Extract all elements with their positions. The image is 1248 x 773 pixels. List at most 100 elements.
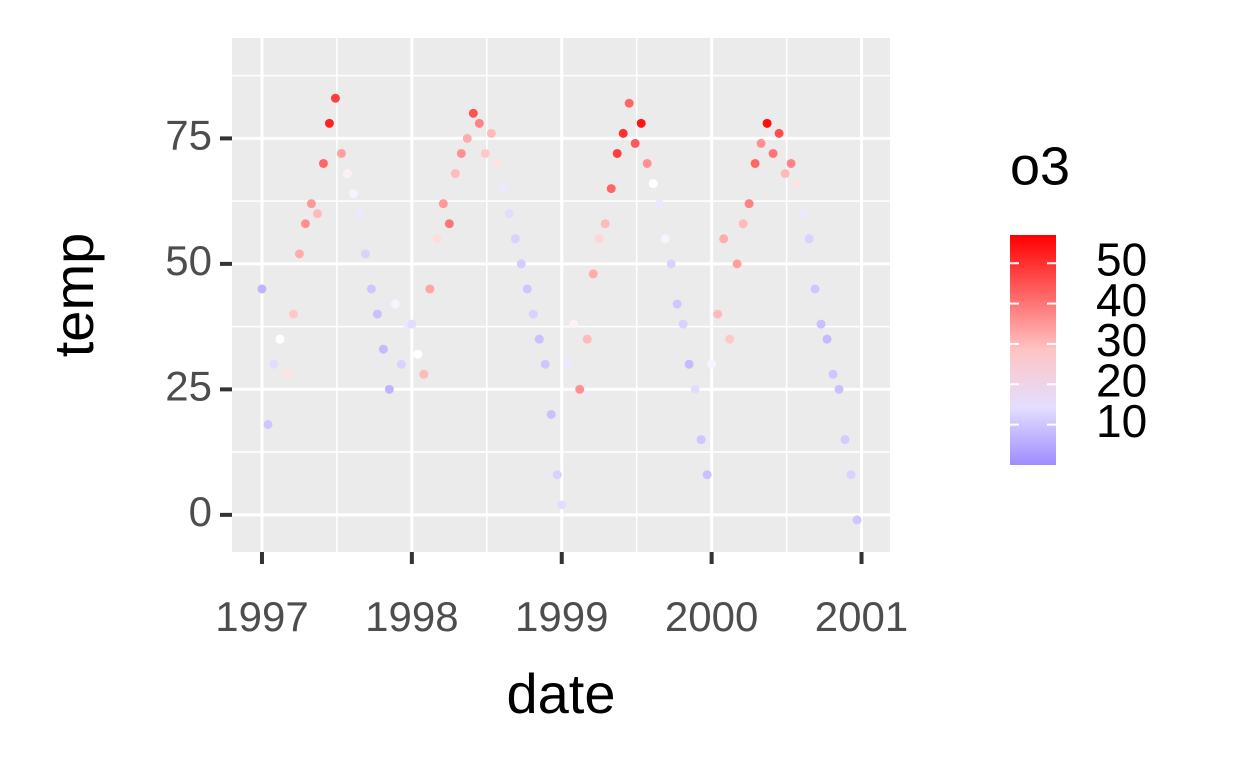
point xyxy=(750,158,760,168)
point xyxy=(600,219,610,229)
y-tick-label: 50 xyxy=(165,237,212,284)
point xyxy=(516,259,526,269)
legend-title: o3 xyxy=(1010,136,1070,196)
point xyxy=(366,284,376,294)
point xyxy=(456,148,466,158)
point xyxy=(588,269,598,279)
point xyxy=(300,219,310,229)
point xyxy=(450,169,460,179)
point xyxy=(378,344,388,354)
point xyxy=(312,209,322,219)
x-tick-label: 1999 xyxy=(515,593,608,640)
point xyxy=(678,319,688,329)
colorbar xyxy=(1010,235,1056,465)
point xyxy=(810,284,820,294)
colorbar-label: 20 xyxy=(1096,354,1147,406)
point xyxy=(630,138,640,148)
y-tick-label: 25 xyxy=(165,362,212,409)
point xyxy=(786,158,796,168)
point xyxy=(432,234,442,244)
point xyxy=(672,299,682,309)
point xyxy=(834,384,844,394)
point xyxy=(419,369,429,379)
point xyxy=(288,309,298,319)
point xyxy=(372,309,382,319)
point xyxy=(654,199,664,209)
point xyxy=(348,189,358,199)
point xyxy=(306,199,316,209)
point xyxy=(546,409,556,419)
point xyxy=(744,199,754,209)
point xyxy=(396,359,406,369)
point xyxy=(594,234,604,244)
point xyxy=(822,334,832,344)
point xyxy=(407,319,417,329)
point xyxy=(713,309,723,319)
point xyxy=(486,128,496,138)
point xyxy=(504,209,514,219)
point xyxy=(474,118,484,128)
point xyxy=(528,309,538,319)
point xyxy=(257,284,267,294)
point xyxy=(762,118,772,128)
point xyxy=(468,108,478,118)
point xyxy=(828,369,838,379)
point xyxy=(390,299,400,309)
point xyxy=(804,234,814,244)
y-axis-title: temp xyxy=(42,233,105,358)
point xyxy=(774,128,784,138)
x-tick-label: 1998 xyxy=(365,593,458,640)
colorbar-label: 10 xyxy=(1096,395,1147,447)
point xyxy=(846,470,856,480)
point xyxy=(702,470,712,480)
point xyxy=(816,319,826,329)
point xyxy=(480,148,490,158)
point xyxy=(732,259,742,269)
point xyxy=(294,249,304,259)
point xyxy=(768,148,778,158)
point xyxy=(557,500,567,510)
point xyxy=(738,219,748,229)
point xyxy=(707,359,717,369)
point xyxy=(330,93,340,103)
colorbar-label: 50 xyxy=(1096,233,1147,285)
point xyxy=(618,128,628,138)
point xyxy=(413,349,423,359)
y-tick-label: 0 xyxy=(189,488,212,535)
point xyxy=(318,158,328,168)
point xyxy=(510,234,520,244)
point xyxy=(684,359,694,369)
x-tick-label: 2001 xyxy=(815,593,908,640)
point xyxy=(540,359,550,369)
point xyxy=(798,209,808,219)
point xyxy=(612,148,622,158)
point xyxy=(438,199,448,209)
point xyxy=(263,420,273,430)
x-tick-label: 1997 xyxy=(215,593,308,640)
point xyxy=(792,179,802,189)
point xyxy=(696,435,706,445)
point xyxy=(336,148,346,158)
point xyxy=(425,284,435,294)
point xyxy=(780,169,790,179)
point xyxy=(563,359,573,369)
colorbar-label: 40 xyxy=(1096,274,1147,326)
point xyxy=(275,334,285,344)
point xyxy=(642,158,652,168)
point xyxy=(636,118,646,128)
point xyxy=(492,158,502,168)
point xyxy=(552,470,562,480)
point xyxy=(575,384,585,394)
point xyxy=(354,209,364,219)
point xyxy=(522,284,532,294)
x-axis-title: date xyxy=(507,662,616,725)
point xyxy=(725,334,735,344)
x-tick-label: 2000 xyxy=(665,593,758,640)
point xyxy=(360,249,370,259)
point xyxy=(648,179,658,189)
point xyxy=(840,435,850,445)
point xyxy=(690,384,700,394)
point xyxy=(269,359,279,369)
